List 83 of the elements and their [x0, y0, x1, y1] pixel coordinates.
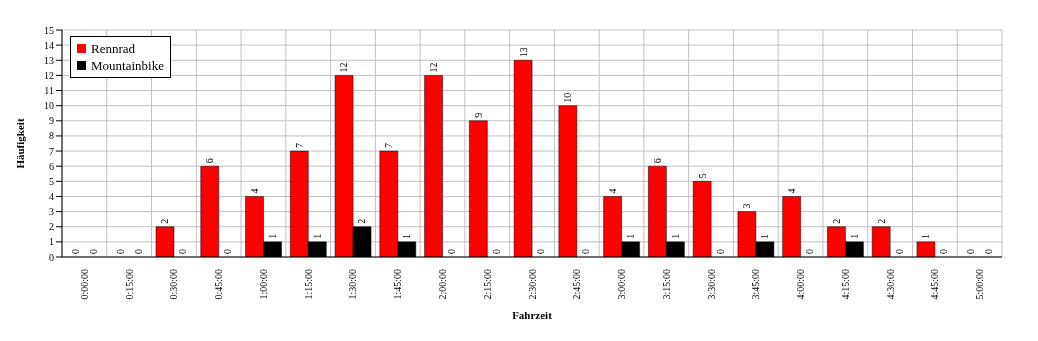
data-label: 0 [69, 249, 81, 254]
data-label: 1 [669, 233, 681, 239]
x-tick-label: 3:00:00 [616, 269, 628, 300]
data-label: 1 [759, 233, 771, 239]
data-label: 0 [938, 249, 950, 254]
data-label: 0 [965, 249, 977, 254]
x-tick-label: 1:00:00 [257, 269, 269, 300]
x-tick-label: 1:45:00 [392, 269, 404, 300]
data-label: 12 [428, 62, 440, 73]
y-tick-label: 9 [49, 115, 54, 127]
legend-label: Mountainbike [91, 57, 164, 74]
data-label: 1 [311, 233, 323, 239]
x-tick-label: 0:45:00 [213, 269, 225, 300]
data-label: 0 [445, 249, 457, 254]
data-label: 2 [356, 218, 368, 224]
y-tick-label: 3 [49, 206, 54, 218]
data-label: 0 [535, 249, 547, 254]
x-tick-label: 3:30:00 [705, 269, 717, 300]
data-label: 1 [848, 233, 860, 239]
data-label: 9 [472, 112, 484, 118]
x-tick-label: 0:15:00 [123, 269, 135, 300]
x-tick-label: 3:45:00 [750, 269, 762, 300]
data-label: 5 [696, 173, 708, 179]
data-label: 13 [517, 47, 529, 58]
x-tick-label: 2:45:00 [571, 269, 583, 300]
x-tick-label: 0:00:00 [78, 269, 90, 300]
x-tick-label: 2:00:00 [436, 269, 448, 300]
data-label: 4 [786, 188, 798, 194]
x-tick-label: 1:15:00 [302, 269, 314, 300]
data-label: 6 [204, 158, 216, 164]
data-label: 0 [983, 249, 995, 254]
data-label: 1 [266, 233, 278, 239]
x-axis-title: Fahrzeit [512, 309, 553, 321]
data-label: 0 [490, 249, 502, 254]
data-label: 2 [159, 218, 171, 224]
x-tick-label: 3:15:00 [660, 269, 672, 300]
y-tick-label: 13 [44, 54, 54, 66]
data-label: 0 [114, 249, 126, 254]
x-tick-label: 5:00:00 [974, 269, 986, 300]
data-label: 12 [338, 62, 350, 73]
data-label: 7 [293, 143, 305, 149]
data-label: 7 [383, 143, 395, 149]
x-tick-label: 4:45:00 [929, 269, 941, 300]
x-tick-label: 4:15:00 [839, 269, 851, 300]
data-label: 0 [177, 249, 189, 254]
data-label: 0 [714, 249, 726, 254]
y-tick-label: 10 [44, 100, 54, 112]
y-tick-label: 14 [44, 39, 54, 51]
y-axis-title: Häufigkeit [13, 118, 26, 169]
x-tick-label: 2:15:00 [481, 269, 493, 300]
x-tick-label: 1:30:00 [347, 269, 359, 300]
y-tick-label: 2 [49, 221, 54, 233]
data-label: 0 [804, 249, 816, 254]
data-label: 1 [624, 233, 636, 239]
y-tick-label: 7 [49, 145, 54, 157]
x-tick-label: 4:30:00 [884, 269, 896, 300]
data-label: 1 [920, 233, 932, 239]
y-tick-label: 12 [44, 69, 54, 81]
y-tick-label: 1 [49, 236, 54, 248]
data-label: 1 [401, 233, 413, 239]
y-tick-label: 5 [49, 175, 54, 187]
y-tick-label: 8 [49, 130, 54, 142]
y-tick-label: 6 [49, 160, 54, 172]
y-tick-label: 11 [44, 85, 54, 97]
data-label: 2 [830, 218, 842, 224]
y-tick-label: 4 [49, 191, 54, 203]
data-label: 4 [248, 188, 260, 194]
data-label: 4 [607, 188, 619, 194]
x-tick-label: 0:30:00 [168, 269, 180, 300]
x-tick-label: 2:30:00 [526, 269, 538, 300]
data-label: 0 [580, 249, 592, 254]
data-label: 10 [562, 92, 574, 103]
data-label: 2 [875, 218, 887, 224]
data-label: 0 [222, 249, 234, 254]
x-tick-label: 4:00:00 [795, 269, 807, 300]
data-label: 0 [87, 249, 99, 254]
data-label: 0 [893, 249, 905, 254]
data-label: 3 [741, 203, 753, 209]
y-tick-label: 15 [44, 24, 54, 36]
legend-label: Rennrad [91, 40, 136, 57]
data-label: 6 [651, 158, 663, 164]
y-tick-label: 0 [49, 251, 54, 263]
data-label: 0 [132, 249, 144, 254]
